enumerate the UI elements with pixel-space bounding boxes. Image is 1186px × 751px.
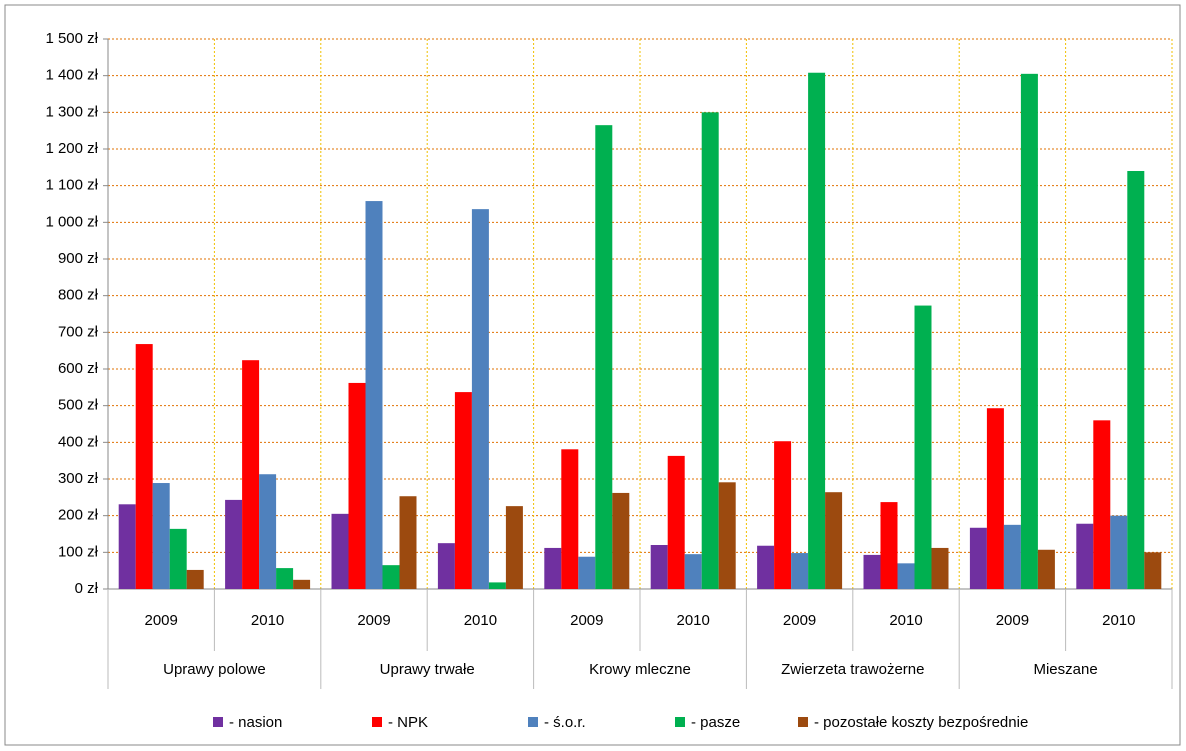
x-tick-label: 2009 xyxy=(145,612,178,629)
y-tick-label: 600 zł xyxy=(58,360,99,377)
bar xyxy=(365,201,383,590)
bar xyxy=(986,408,1004,589)
bar xyxy=(399,496,417,589)
y-tick-label: 1 200 zł xyxy=(45,140,98,157)
bar xyxy=(808,72,826,589)
bar xyxy=(454,392,472,589)
legend-swatch xyxy=(675,717,685,727)
legend-label: - NPK xyxy=(388,714,428,731)
bar xyxy=(135,344,153,589)
bar xyxy=(774,441,792,589)
bar xyxy=(1110,515,1128,589)
bar xyxy=(1127,171,1145,589)
y-tick-label: 400 zł xyxy=(58,433,99,450)
x-tick-label: 2010 xyxy=(251,612,284,629)
bar xyxy=(1037,549,1055,589)
bar xyxy=(931,547,949,589)
bar xyxy=(437,543,455,589)
y-tick-label: 800 zł xyxy=(58,287,99,304)
y-tick-label: 1 500 zł xyxy=(45,30,98,47)
x-tick-label: 2009 xyxy=(357,612,390,629)
x-tick-label: 2010 xyxy=(1102,612,1135,629)
bar xyxy=(1093,420,1111,589)
x-tick-label: 2010 xyxy=(889,612,922,629)
y-tick-label: 0 zł xyxy=(75,580,99,597)
bar xyxy=(880,502,898,589)
bar xyxy=(544,547,562,589)
bar xyxy=(1003,524,1021,589)
bar xyxy=(382,565,400,589)
y-tick-label: 500 zł xyxy=(58,397,99,414)
group-label: Mieszane xyxy=(1033,661,1097,678)
bar xyxy=(169,528,187,589)
y-tick-label: 1 400 zł xyxy=(45,67,98,84)
bar xyxy=(667,455,685,589)
bar xyxy=(718,482,736,589)
bar xyxy=(578,556,596,589)
group-label: Uprawy polowe xyxy=(163,661,266,678)
y-tick-label: 1 100 zł xyxy=(45,177,98,194)
legend-swatch xyxy=(798,717,808,727)
bar xyxy=(1020,73,1038,590)
legend-label: - pozostałe koszty bezpośrednie xyxy=(814,714,1028,731)
bar xyxy=(259,474,277,589)
bar xyxy=(684,554,702,589)
bar xyxy=(118,504,136,589)
x-tick-label: 2009 xyxy=(570,612,603,629)
y-tick-label: 1 000 zł xyxy=(45,213,98,230)
group-label: Zwierzeta trawożerne xyxy=(781,661,924,678)
legend-label: - nasion xyxy=(229,714,282,731)
x-tick-label: 2010 xyxy=(677,612,710,629)
bar xyxy=(897,563,915,589)
group-label: Uprawy trwałe xyxy=(380,661,475,678)
bar xyxy=(612,492,630,589)
bar xyxy=(1076,523,1094,589)
bar xyxy=(914,305,932,589)
bar xyxy=(488,582,506,589)
bar xyxy=(969,527,987,589)
bar xyxy=(293,579,311,589)
bar xyxy=(863,554,881,589)
group-label: Krowy mleczne xyxy=(589,661,691,678)
y-tick-label: 900 zł xyxy=(58,250,99,267)
bar xyxy=(471,209,489,589)
bar xyxy=(242,360,260,589)
bar xyxy=(595,125,613,590)
bar xyxy=(650,545,668,589)
bar xyxy=(505,506,523,589)
legend-swatch xyxy=(372,717,382,727)
legend-label: - ś.o.r. xyxy=(544,714,586,731)
bar xyxy=(152,483,170,589)
bar xyxy=(791,553,809,589)
bar xyxy=(276,568,294,589)
bar xyxy=(701,112,719,589)
bar xyxy=(757,545,775,589)
legend-label: - pasze xyxy=(691,714,740,731)
bar xyxy=(1144,552,1162,589)
chart-border xyxy=(4,4,1181,746)
legend-swatch xyxy=(213,717,223,727)
bar xyxy=(225,499,243,589)
x-tick-label: 2009 xyxy=(783,612,816,629)
x-tick-label: 2010 xyxy=(464,612,497,629)
bar xyxy=(186,569,204,589)
legend-swatch xyxy=(528,717,538,727)
y-tick-label: 100 zł xyxy=(58,543,99,560)
y-tick-label: 1 300 zł xyxy=(45,103,98,120)
bar xyxy=(825,492,843,589)
bar xyxy=(348,382,366,589)
y-tick-label: 300 zł xyxy=(58,470,99,487)
y-tick-label: 700 zł xyxy=(58,323,99,340)
x-tick-label: 2009 xyxy=(996,612,1029,629)
bar xyxy=(331,513,349,589)
bar xyxy=(561,449,579,589)
y-tick-label: 200 zł xyxy=(58,507,99,524)
